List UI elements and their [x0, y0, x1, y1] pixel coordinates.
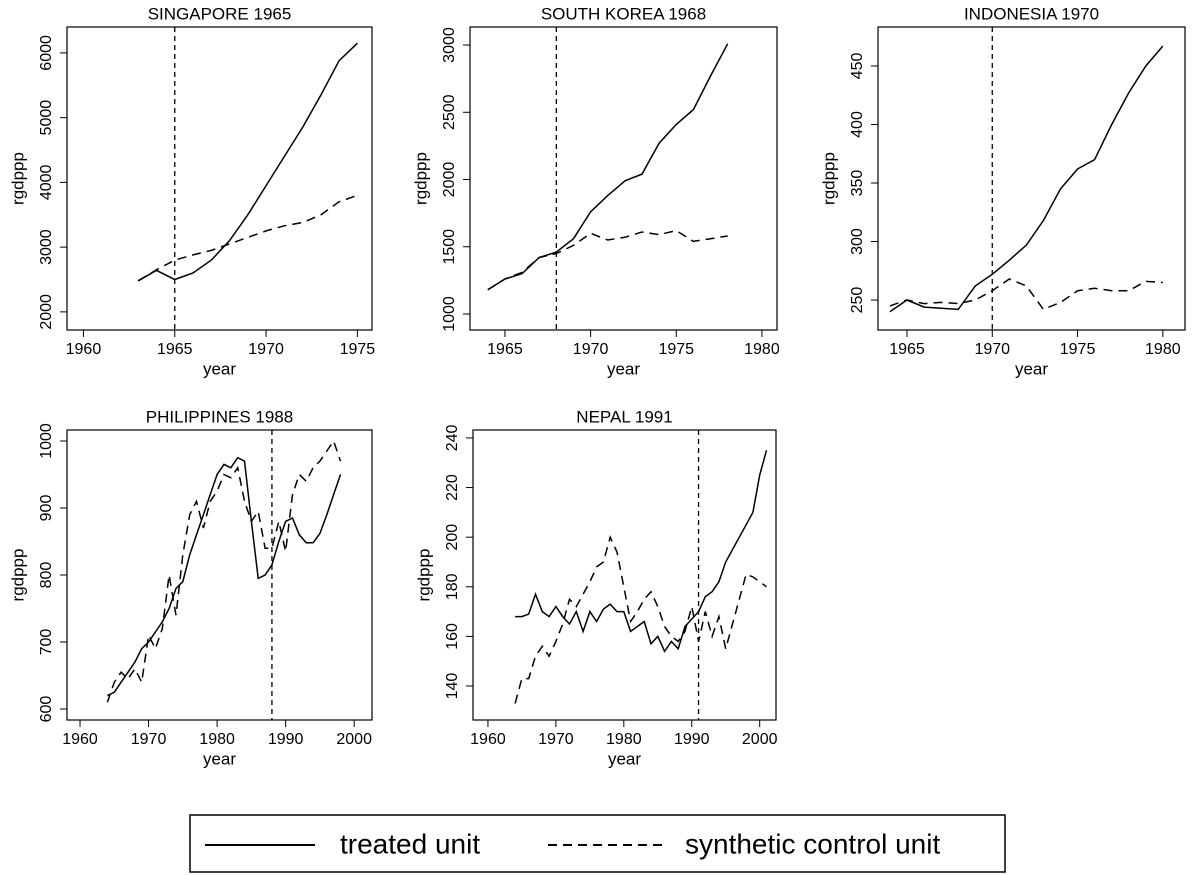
y-axis-label: rgdppp [414, 549, 433, 602]
plot-frame [877, 26, 1186, 331]
plot-frame [66, 26, 373, 331]
x-tick-label: 2000 [742, 731, 778, 748]
y-axis-label: rgdppp [819, 152, 838, 205]
y-tick-label: 300 [849, 228, 866, 255]
y-tick-label: 140 [444, 673, 461, 700]
plot-frame [66, 429, 373, 721]
y-tick-label: 1500 [441, 229, 458, 265]
x-tick-label: 1960 [62, 731, 98, 748]
y-tick-label: 2500 [441, 94, 458, 130]
x-tick-label: 1970 [573, 341, 609, 358]
y-tick-label: 700 [38, 629, 55, 656]
x-tick-label: 1980 [606, 731, 642, 748]
y-tick-label: 3000 [38, 229, 55, 265]
x-tick-label: 1990 [268, 731, 304, 748]
x-tick-label: 1980 [199, 731, 235, 748]
x-tick-label: 2000 [336, 731, 372, 748]
x-tick-label: 1970 [974, 341, 1010, 358]
x-tick-label: 1980 [1145, 341, 1181, 358]
y-tick-label: 4000 [38, 164, 55, 200]
y-tick-label: 1000 [441, 296, 458, 332]
x-tick-label: 1960 [66, 341, 102, 358]
x-tick-label: 1970 [131, 731, 167, 748]
series-line [137, 194, 358, 282]
y-tick-label: 220 [444, 474, 461, 501]
y-tick-label: 200 [444, 524, 461, 551]
series-line [515, 450, 768, 653]
y-axis-label: rgdppp [8, 549, 27, 602]
x-tick-label: 1975 [340, 341, 376, 358]
chart-title: SOUTH KOREA 1968 [541, 4, 706, 23]
x-tick-label: 1960 [470, 731, 506, 748]
x-tick-label: 1975 [658, 341, 694, 358]
series-line [889, 45, 1164, 313]
chart-title: NEPAL 1991 [576, 407, 672, 426]
y-tick-label: 160 [444, 623, 461, 650]
legend-label: synthetic control unit [685, 828, 940, 859]
x-tick-label: 1965 [157, 341, 193, 358]
y-tick-label: 350 [849, 170, 866, 197]
y-tick-label: 800 [38, 562, 55, 589]
chart-title: INDONESIA 1970 [964, 4, 1099, 23]
y-tick-label: 1000 [38, 423, 55, 459]
series-line [487, 43, 729, 291]
legend-box [189, 814, 1006, 873]
x-tick-label: 1970 [248, 341, 284, 358]
x-axis-label: year [608, 749, 641, 768]
y-axis-label: rgdppp [411, 152, 430, 205]
x-tick-label: 1965 [889, 341, 925, 358]
y-tick-label: 450 [849, 53, 866, 80]
chart-title: PHILIPPINES 1988 [146, 407, 293, 426]
series-line [106, 439, 342, 703]
plot-frame [472, 429, 777, 721]
x-tick-label: 1980 [744, 341, 780, 358]
y-tick-label: 250 [849, 287, 866, 314]
y-tick-label: 180 [444, 573, 461, 600]
y-axis-label: rgdppp [8, 152, 27, 205]
y-tick-label: 2000 [441, 162, 458, 198]
series-line [137, 42, 358, 282]
series-line [889, 278, 1163, 311]
x-axis-label: year [203, 359, 236, 378]
y-tick-label: 600 [38, 696, 55, 723]
x-tick-label: 1975 [1060, 341, 1096, 358]
x-tick-label: 1970 [538, 731, 574, 748]
series-line [514, 535, 767, 704]
plot-frame [469, 26, 778, 331]
y-tick-label: 900 [38, 495, 55, 522]
x-tick-label: 1990 [674, 731, 710, 748]
legend-label: treated unit [340, 828, 480, 859]
x-axis-label: year [203, 749, 236, 768]
y-tick-label: 6000 [38, 35, 55, 71]
series-line [107, 456, 342, 697]
y-tick-label: 240 [444, 424, 461, 451]
y-tick-label: 3000 [441, 27, 458, 63]
chart-title: SINGAPORE 1965 [148, 4, 292, 23]
y-tick-label: 5000 [38, 100, 55, 136]
x-axis-label: year [1015, 359, 1048, 378]
y-tick-label: 400 [849, 111, 866, 138]
y-tick-label: 2000 [38, 294, 55, 330]
series-line [487, 229, 728, 291]
x-tick-label: 1965 [487, 341, 523, 358]
x-axis-label: year [607, 359, 640, 378]
